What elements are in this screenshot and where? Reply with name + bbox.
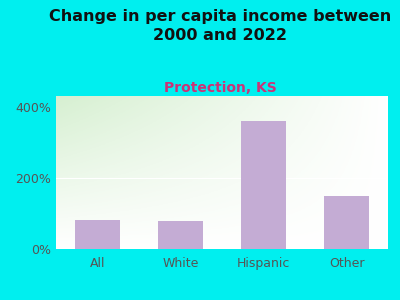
Text: Change in per capita income between
2000 and 2022: Change in per capita income between 2000… [49,9,391,43]
Bar [75,220,120,249]
Bar [158,220,203,249]
Bar [241,121,286,249]
Bar [324,196,369,249]
Text: Protection, KS: Protection, KS [164,81,276,95]
